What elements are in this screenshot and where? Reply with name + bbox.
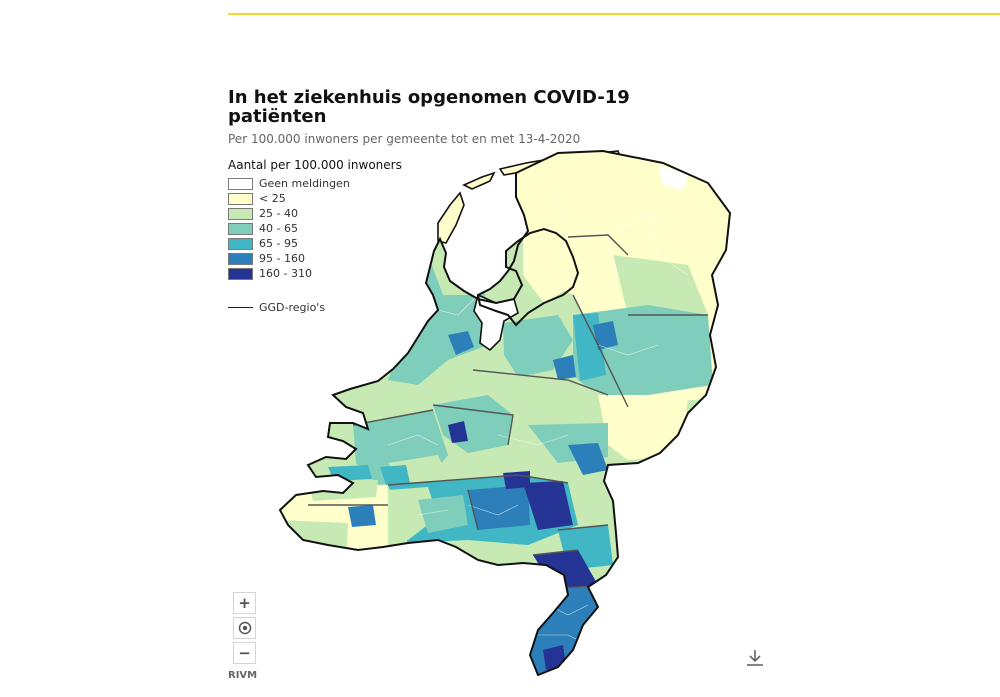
region-den-bosch[interactable] [503,471,530,489]
region-brabant-west-center[interactable] [418,495,468,533]
legend-label: 65 - 95 [259,237,298,250]
legend-swatch [228,252,253,265]
region-utrecht-city[interactable] [448,421,468,443]
legend-item: Geen meldingen [228,176,402,191]
legend-label: Geen meldingen [259,177,350,190]
map-subtitle: Per 100.000 inwoners per gemeente tot en… [228,132,581,146]
legend-label: 160 - 310 [259,267,312,280]
legend-swatch [228,207,253,220]
region-brabant-east[interactable] [523,481,573,530]
region-overijssel-center[interactable] [553,355,576,380]
region-brabant-center[interactable] [468,485,530,530]
legend-item: 65 - 95 [228,236,402,251]
municipality-borders [387,184,689,646]
region-rotterdam[interactable] [380,465,410,485]
region-groningen-ne[interactable] [658,165,688,190]
region-zwolle[interactable] [593,321,618,350]
map-title: In het ziekenhuis opgenomen COVID-19 pat… [228,87,630,127]
legend-label: 25 - 40 [259,207,298,220]
region-achterhoek[interactable] [598,395,688,460]
download-button[interactable] [744,647,766,669]
legend-label: 95 - 160 [259,252,305,265]
boundary-line-swatch [228,307,253,308]
ggd-boundaries [308,234,708,591]
island-texel [437,191,465,244]
legend-swatch [228,267,253,280]
region-twente[interactable] [628,320,708,380]
download-icon [747,650,763,666]
target-icon [238,621,251,635]
legend-item: 40 - 65 [228,221,402,236]
zoom-in-button[interactable]: + [233,592,256,614]
legend-swatch [228,192,253,205]
region-nijmegen[interactable] [568,443,608,475]
recenter-button[interactable] [233,617,256,639]
zoom-out-button[interactable]: − [233,642,256,664]
region-amsterdam[interactable] [448,331,474,355]
boundary-label: GGD-regio's [259,301,326,314]
region-zeeland-center[interactable] [348,505,376,527]
legend-item: 160 - 310 [228,266,402,281]
municipality-regions[interactable] [268,145,738,680]
legend-boundary-item: GGD-regio's [228,301,402,314]
legend-item: 95 - 160 [228,251,402,266]
legend-swatch [228,222,253,235]
legend-item: 25 - 40 [228,206,402,221]
legend-swatch [228,177,253,190]
legend-label: < 25 [259,192,286,205]
legend-label: 40 - 65 [259,222,298,235]
region-goeree[interactable] [328,465,372,481]
legend-item: < 25 [228,191,402,206]
legend-swatch [228,237,253,250]
island-vlieland [462,171,496,190]
region-limburg-center[interactable] [533,550,598,595]
source-credit: RIVM [228,670,258,681]
netherlands-choropleth-map[interactable] [268,145,738,680]
top-accent-rule [228,13,1000,15]
legend-title: Aantal per 100.000 inwoners [228,158,402,172]
legend: Aantal per 100.000 inwoners Geen melding… [228,158,402,314]
